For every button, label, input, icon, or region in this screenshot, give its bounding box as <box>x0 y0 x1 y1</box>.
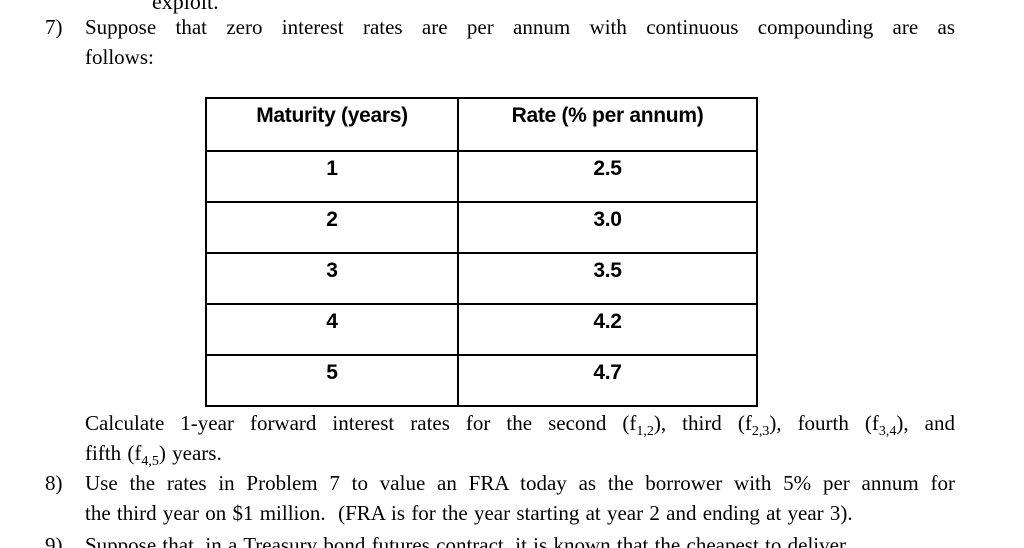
text-segment: follows: <box>85 45 154 69</box>
problem-7-number: 7) <box>45 15 63 39</box>
text-segment: ) years. <box>158 441 222 465</box>
table-row: 1 2.5 <box>205 150 758 203</box>
maturity-cell: 3 <box>205 252 459 305</box>
text-segment: ), and <box>896 411 955 435</box>
rate-cell: 3.0 <box>457 201 758 254</box>
text-segment: Calculate 1-year forward interest rates … <box>85 411 637 435</box>
rate-header-cell: Rate (% per annum) <box>457 97 758 152</box>
problem-8-text: Use the rates in Problem 7 to value an F… <box>85 468 955 528</box>
problem-7-text: Suppose that zero interest rates are per… <box>85 12 955 72</box>
maturity-cell: 1 <box>205 150 459 203</box>
problem-9-number: 9) <box>45 533 63 548</box>
problem-9-text: Suppose that, in a Treasury bond futures… <box>85 530 955 548</box>
rate-cell: 4.7 <box>457 354 758 407</box>
rate-cell: 3.5 <box>457 252 758 305</box>
problem-8: 8) Use the rates in Problem 7 to value a… <box>45 468 955 528</box>
text-line: Calculate 1-year forward interest rates … <box>85 408 955 440</box>
subscript-text: 1,2 <box>636 424 654 440</box>
text-segment: Suppose that, in a Treasury bond futures… <box>85 533 846 548</box>
text-line: Suppose that zero interest rates are per… <box>85 12 955 42</box>
subscript-text: 4,5 <box>141 454 159 470</box>
subscript-text: 3,4 <box>878 424 897 440</box>
maturity-header-cell: Maturity (years) <box>205 97 459 152</box>
text-segment: ), fourth (f <box>769 411 879 435</box>
maturity-cell: 5 <box>205 354 459 407</box>
text-segment: Suppose that zero interest rates are per… <box>85 15 955 39</box>
maturity-cell: 4 <box>205 303 459 356</box>
table-row: 5 4.7 <box>205 354 758 407</box>
rate-cell: 2.5 <box>457 150 758 203</box>
text-line: Use the rates in Problem 7 to value an F… <box>85 468 955 498</box>
table-header-row: Maturity (years) Rate (% per annum) <box>205 97 758 152</box>
problem-8-number: 8) <box>45 471 63 495</box>
text-segment: ), third (f <box>653 411 752 435</box>
maturity-cell: 2 <box>205 201 459 254</box>
rate-cell: 4.2 <box>457 303 758 356</box>
problem-7: 7) Suppose that zero interest rates are … <box>45 12 955 72</box>
text-segment: the third year on $1 million. (FRA is fo… <box>85 501 853 525</box>
zero-rates-table: Maturity (years) Rate (% per annum) 1 2.… <box>205 97 758 407</box>
text-line: Suppose that, in a Treasury bond futures… <box>85 530 955 548</box>
problem-9-cutoff: 9) Suppose that, in a Treasury bond futu… <box>45 530 955 548</box>
subscript-text: 2,3 <box>751 424 770 440</box>
text-segment: Use the rates in Problem 7 to value an F… <box>85 471 955 495</box>
table-row: 4 4.2 <box>205 303 758 356</box>
text-line: follows: <box>85 42 955 72</box>
text-line: the third year on $1 million. (FRA is fo… <box>85 498 955 528</box>
text-line: fifth (f4,5) years. <box>85 438 955 470</box>
calculate-instruction: Calculate 1-year forward interest rates … <box>85 408 955 470</box>
text-segment: fifth (f <box>85 441 142 465</box>
cutoff-text-top: exploit. <box>152 0 219 14</box>
table-row: 3 3.5 <box>205 252 758 305</box>
table-row: 2 3.0 <box>205 201 758 254</box>
